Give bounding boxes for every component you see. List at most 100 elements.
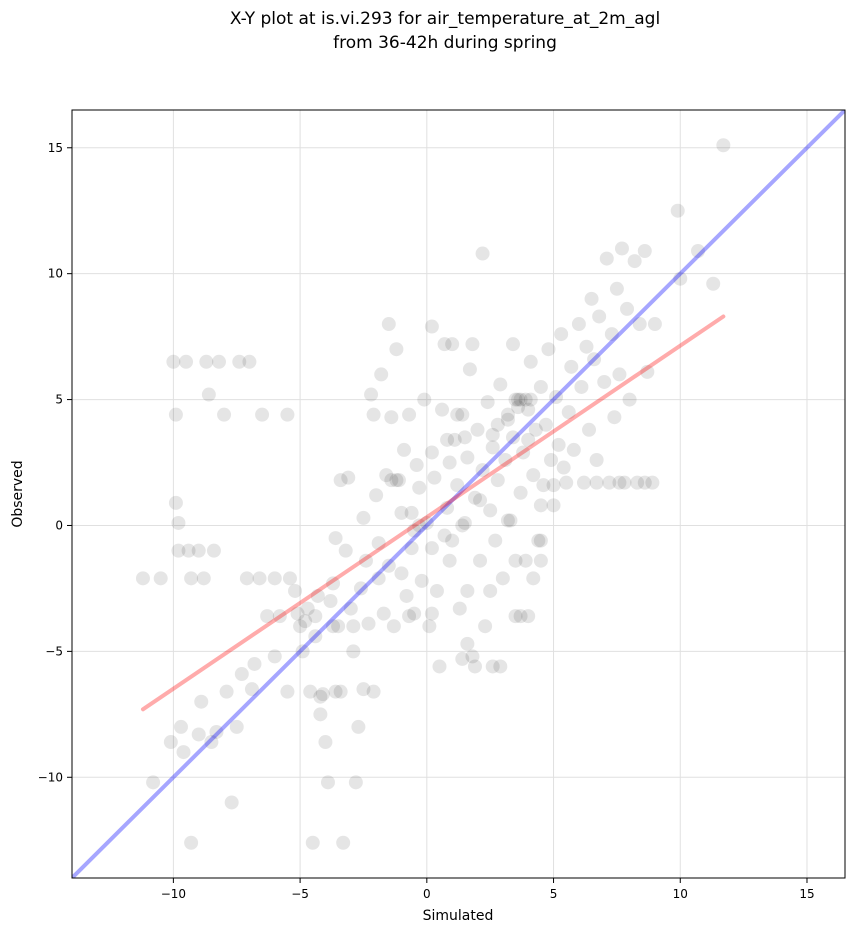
- scatter-point: [620, 301, 635, 316]
- scatter-point: [627, 254, 642, 269]
- scatter-point: [282, 571, 297, 586]
- scatter-point: [381, 558, 396, 573]
- scatter-point: [637, 475, 652, 490]
- scatter-point: [429, 583, 444, 598]
- scatter-point: [435, 402, 450, 417]
- scatter-point: [521, 432, 536, 447]
- scatter-point: [404, 541, 419, 556]
- scatter-point: [460, 450, 475, 465]
- scatter-point: [168, 495, 183, 510]
- plot-frame: [71, 109, 846, 879]
- scatter-point: [536, 478, 551, 493]
- scatter-point: [475, 246, 490, 261]
- scatter-point: [478, 619, 493, 634]
- scatter-point: [546, 478, 561, 493]
- scatter-point: [358, 553, 373, 568]
- scatter-point: [561, 405, 576, 420]
- scatter-point: [564, 359, 579, 374]
- scatter-point: [503, 513, 518, 528]
- scatter-point: [232, 354, 247, 369]
- scatter-point: [348, 775, 363, 790]
- scatter-point: [485, 440, 500, 455]
- scatter-point: [323, 594, 338, 609]
- scatter-point: [402, 407, 417, 422]
- scatter-point: [437, 528, 452, 543]
- scatter-point: [280, 407, 295, 422]
- scatter-point: [617, 475, 632, 490]
- scatter-point: [640, 364, 655, 379]
- scatter-point: [219, 684, 234, 699]
- scatter-point: [404, 505, 419, 520]
- scatter-point: [313, 707, 328, 722]
- scatter-point: [308, 609, 323, 624]
- scatter-point: [356, 510, 371, 525]
- scatter-point: [513, 609, 528, 624]
- scatter-point: [607, 410, 622, 425]
- scatter-point: [371, 571, 386, 586]
- y-tick-label: 0: [55, 518, 63, 532]
- scatter-point: [242, 354, 257, 369]
- scatter-point: [346, 619, 361, 634]
- scatter-point: [333, 473, 348, 488]
- x-axis-label: Simulated: [423, 908, 494, 924]
- scatter-point: [544, 453, 559, 468]
- scatter-point: [533, 498, 548, 513]
- scatter-point: [523, 354, 538, 369]
- scatter-point: [609, 281, 624, 296]
- scatter-point: [455, 407, 470, 422]
- scatter-point: [582, 422, 597, 437]
- scatter-point: [587, 352, 602, 367]
- fit-line: [140, 314, 726, 712]
- scatter-point: [673, 271, 688, 286]
- scatter-point: [523, 392, 538, 407]
- scatter-point: [204, 735, 219, 750]
- gridlines: [72, 110, 845, 878]
- scatter-point: [293, 619, 308, 634]
- scatter-point: [500, 412, 515, 427]
- scatter-point: [427, 470, 442, 485]
- y-tick-label: −10: [38, 770, 63, 784]
- scatter-point: [184, 571, 199, 586]
- scatter-point: [526, 468, 541, 483]
- scatter-point: [457, 515, 472, 530]
- scatter-point: [366, 407, 381, 422]
- scatter-point: [234, 667, 249, 682]
- scatter-point: [670, 203, 685, 218]
- scatter-point: [224, 795, 239, 810]
- scatter-point: [521, 609, 536, 624]
- y-tick-label: 5: [55, 393, 63, 407]
- scatter-point: [181, 543, 196, 558]
- scatter-point: [538, 417, 553, 432]
- scatter-point: [465, 337, 480, 352]
- scatter-point: [597, 374, 612, 389]
- scatter-point: [473, 493, 488, 508]
- scatter-point: [166, 354, 181, 369]
- scatter-point: [488, 533, 503, 548]
- scatter-point: [290, 606, 305, 621]
- scatter-point: [353, 581, 368, 596]
- scatter-point: [556, 460, 571, 475]
- scatter-point: [328, 684, 343, 699]
- scatter-point: [391, 473, 406, 488]
- scatter-point: [604, 327, 619, 342]
- scatter-point: [508, 553, 523, 568]
- scatter-point: [541, 342, 556, 357]
- scatter-point: [422, 619, 437, 634]
- scatter-point: [455, 651, 470, 666]
- scatter-point: [505, 430, 520, 445]
- scatter-points: [135, 138, 731, 850]
- scatter-point: [500, 513, 515, 528]
- scatter-point: [303, 684, 318, 699]
- scatter-point: [310, 588, 325, 603]
- scatter-point: [566, 442, 581, 457]
- scatter-point: [508, 392, 523, 407]
- reference-lines: [72, 110, 845, 878]
- scatter-point: [326, 619, 341, 634]
- scatter-point: [407, 523, 422, 538]
- scatter-point: [513, 485, 528, 500]
- scatter-point: [551, 437, 566, 452]
- scatter-point: [191, 727, 206, 742]
- scatter-point: [622, 392, 637, 407]
- scatter-point: [637, 244, 652, 259]
